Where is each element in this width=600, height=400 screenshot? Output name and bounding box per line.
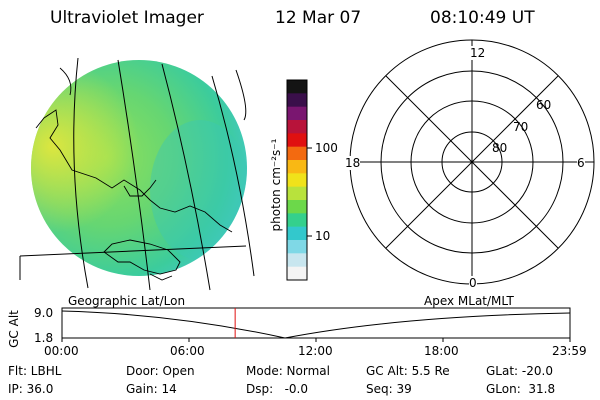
info-gc-alt: GC Alt: 5.5 Re bbox=[366, 364, 450, 378]
timeline-tick-0: 00:00 bbox=[44, 344, 79, 358]
info-glat: GLat: -20.0 bbox=[486, 364, 553, 378]
colorbar-swatch bbox=[287, 266, 307, 281]
info-ip: IP: 36.0 bbox=[8, 382, 54, 396]
polar-label-top: 12 bbox=[470, 46, 486, 60]
colorbar-swatch bbox=[287, 253, 307, 268]
polar-label-left: 18 bbox=[345, 156, 361, 170]
polar-lat-70: 70 bbox=[513, 120, 529, 134]
colorbar-swatch bbox=[287, 186, 307, 201]
colorbar-swatch bbox=[287, 80, 307, 94]
colorbar-swatch bbox=[287, 133, 307, 148]
colorbar-swatch bbox=[287, 226, 307, 241]
lat-lon-grid bbox=[19, 57, 255, 291]
timeline-y-bottom: 1.8 bbox=[34, 331, 54, 345]
info-mode: Mode: Normal bbox=[246, 364, 330, 378]
colorbar-swatch bbox=[287, 200, 307, 214]
colorbar-swatch bbox=[287, 160, 307, 174]
timeline-tick-2: 12:00 bbox=[298, 344, 333, 358]
colorbar-swatch bbox=[287, 106, 307, 121]
info-gain: Gain: 14 bbox=[126, 382, 177, 396]
timeline-tick-4: 23:59 bbox=[552, 344, 587, 358]
earth-disk bbox=[31, 60, 247, 276]
polar-label-right: 6 bbox=[577, 156, 585, 170]
info-door: Door: Open bbox=[126, 364, 195, 378]
colorbar-swatch bbox=[287, 120, 307, 134]
colorbar-swatch bbox=[287, 146, 307, 161]
polar-label-bottom: 0 bbox=[469, 276, 477, 290]
info-glon: GLon: 31.8 bbox=[486, 382, 556, 396]
altitude-curve bbox=[61, 310, 571, 339]
instrument-title: Ultraviolet Imager bbox=[50, 8, 204, 28]
timeline-y-top: 9.0 bbox=[34, 306, 54, 320]
timeline-tick-3: 18:00 bbox=[424, 344, 459, 358]
colorbar-swatch bbox=[287, 173, 307, 188]
polar-lat-60: 60 bbox=[536, 98, 552, 112]
info-flt: Flt: LBHL bbox=[8, 364, 62, 378]
coastline bbox=[35, 67, 233, 281]
time-label: 08:10:49 UT bbox=[430, 8, 535, 28]
timeline-tick-1: 06:00 bbox=[170, 344, 205, 358]
date-label: 12 Mar 07 bbox=[275, 8, 362, 28]
info-seq: Seq: 39 bbox=[366, 382, 412, 396]
colorbar-swatch bbox=[287, 240, 307, 254]
colorbar-swatch bbox=[287, 213, 307, 228]
info-dsp: Dsp: -0.0 bbox=[246, 382, 309, 396]
polar-lat-80: 80 bbox=[492, 141, 508, 155]
timeline-left-label: Geographic Lat/Lon bbox=[68, 294, 186, 308]
colorbar-tick-100: 100 bbox=[315, 141, 338, 155]
colorbar-swatch bbox=[287, 93, 307, 108]
timeline-right-label: Apex MLat/MLT bbox=[424, 294, 514, 308]
colorbar-tick-10: 10 bbox=[315, 229, 331, 243]
